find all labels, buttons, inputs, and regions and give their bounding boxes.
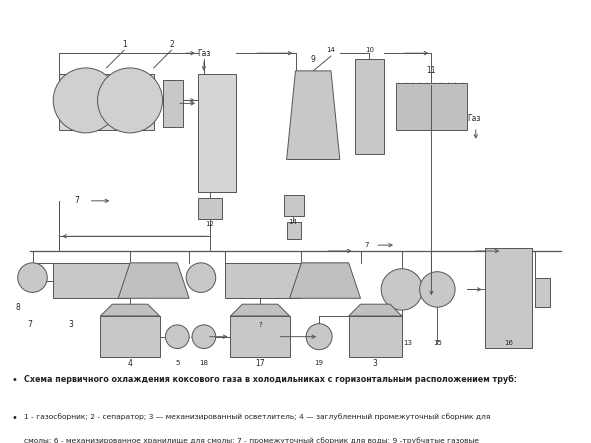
Text: •: • <box>12 413 18 424</box>
Bar <box>284 195 304 216</box>
Bar <box>59 74 154 130</box>
Text: смолы; 6 - механизированное хранилище для смолы; 7 - промежуточный сборник для в: смолы; 6 - механизированное хранилище дл… <box>24 437 479 443</box>
Text: 9: 9 <box>311 54 316 63</box>
Text: 14: 14 <box>288 218 297 225</box>
Text: 7: 7 <box>74 196 79 205</box>
Polygon shape <box>290 263 361 298</box>
Text: 8: 8 <box>15 303 20 311</box>
Text: ?: ? <box>258 322 262 328</box>
Bar <box>287 222 301 239</box>
Text: 5: 5 <box>175 360 180 366</box>
Bar <box>225 263 301 298</box>
Circle shape <box>53 68 118 133</box>
Bar <box>198 198 222 218</box>
Bar <box>163 80 183 127</box>
Polygon shape <box>287 71 340 159</box>
Circle shape <box>98 68 163 133</box>
Text: 3: 3 <box>373 359 378 368</box>
Polygon shape <box>349 304 402 316</box>
Polygon shape <box>230 304 290 316</box>
Circle shape <box>192 325 216 349</box>
Text: 4: 4 <box>128 359 132 368</box>
Text: •: • <box>12 375 18 385</box>
Bar <box>230 316 290 358</box>
Bar <box>349 316 402 358</box>
Circle shape <box>420 272 455 307</box>
Text: 7: 7 <box>27 320 32 329</box>
Bar <box>53 263 130 298</box>
Text: 7: 7 <box>364 242 369 248</box>
Text: 2: 2 <box>169 40 174 49</box>
Bar <box>485 248 532 349</box>
Bar <box>396 83 467 130</box>
Polygon shape <box>118 263 189 298</box>
Text: 14: 14 <box>326 47 336 53</box>
Circle shape <box>186 263 216 292</box>
Text: 18: 18 <box>199 360 209 366</box>
Text: 11: 11 <box>427 66 436 75</box>
Circle shape <box>306 324 332 350</box>
Polygon shape <box>100 304 160 316</box>
Text: 1 - газосборник; 2 - сепаратор; 3 — механизированный осветлитель; 4 — заглубленн: 1 - газосборник; 2 - сепаратор; 3 — меха… <box>24 413 490 420</box>
Circle shape <box>18 263 47 292</box>
Circle shape <box>381 269 423 310</box>
Text: Газ: Газ <box>197 49 210 58</box>
Text: 12: 12 <box>205 222 215 227</box>
Text: 13: 13 <box>403 340 413 346</box>
Bar <box>198 74 236 192</box>
Bar <box>535 278 550 307</box>
Text: 3: 3 <box>69 320 73 329</box>
Circle shape <box>165 325 189 349</box>
Text: 15: 15 <box>433 340 442 346</box>
Bar <box>100 316 160 358</box>
Text: 10: 10 <box>365 47 374 53</box>
Text: Схема первичного охлаждения коксового газа в холодильниках с горизонтальным расп: Схема первичного охлаждения коксового га… <box>24 375 517 384</box>
Text: 1: 1 <box>122 40 126 49</box>
Text: Газ: Газ <box>467 114 480 123</box>
Bar <box>355 59 384 154</box>
Text: 16: 16 <box>504 340 513 346</box>
Text: 17: 17 <box>255 359 265 368</box>
Text: 19: 19 <box>314 360 324 366</box>
